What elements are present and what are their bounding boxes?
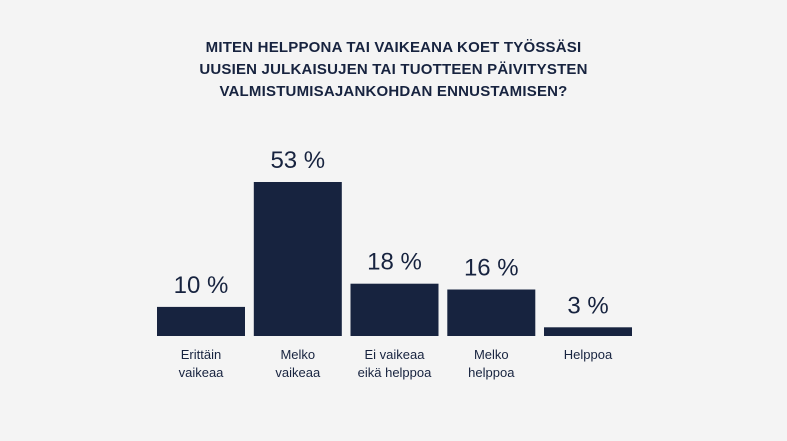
bar-3	[350, 283, 439, 336]
bar-1	[157, 306, 245, 336]
category-label-4-line-2: helppoa	[468, 365, 515, 380]
category-label-4-line-1: Melko	[474, 347, 509, 362]
category-label-3-line-1: Ei vaikeaa	[365, 347, 426, 362]
value-label-5: 3 %	[567, 292, 608, 319]
category-label-2-line-2: vaikeaa	[275, 365, 321, 380]
category-label-1-line-2: vaikeaa	[179, 365, 225, 380]
category-label-5-line-1: Helppoa	[564, 347, 613, 362]
bar-series	[157, 182, 632, 336]
bar-5	[544, 327, 632, 336]
category-labels: Erittäin vaikeaa Melko vaikeaa Ei vaikeaa eik…	[179, 347, 613, 380]
value-label-4: 16 %	[464, 255, 519, 282]
bar-4	[447, 289, 536, 336]
category-label-1-line-1: Erittäin	[181, 347, 221, 362]
value-label-2: 53 %	[270, 147, 325, 174]
chart-title-line-1: MITEN HELPPONA TAI VAIKEANA KOET TYÖSSÄS…	[206, 39, 582, 56]
value-label-1: 10 %	[174, 272, 229, 299]
chart-title-line-3: VALMISTUMISAJANKOHDAN ENNUSTAMISEN?	[219, 83, 567, 100]
chart-title: MITEN HELPPONA TAI VAIKEANA KOET TYÖSSÄS…	[199, 39, 587, 100]
chart-title-line-2: UUSIEN JULKAISUJEN TAI TUOTTEEN PÄIVITYS…	[199, 61, 587, 78]
category-label-3-line-2: eikä helppoa	[358, 365, 432, 380]
value-labels: 10 % 53 % 18 % 16 % 3 %	[174, 147, 609, 319]
category-label-2-line-1: Melko	[280, 347, 315, 362]
value-label-3: 18 %	[367, 249, 422, 276]
bar-2	[253, 182, 342, 336]
